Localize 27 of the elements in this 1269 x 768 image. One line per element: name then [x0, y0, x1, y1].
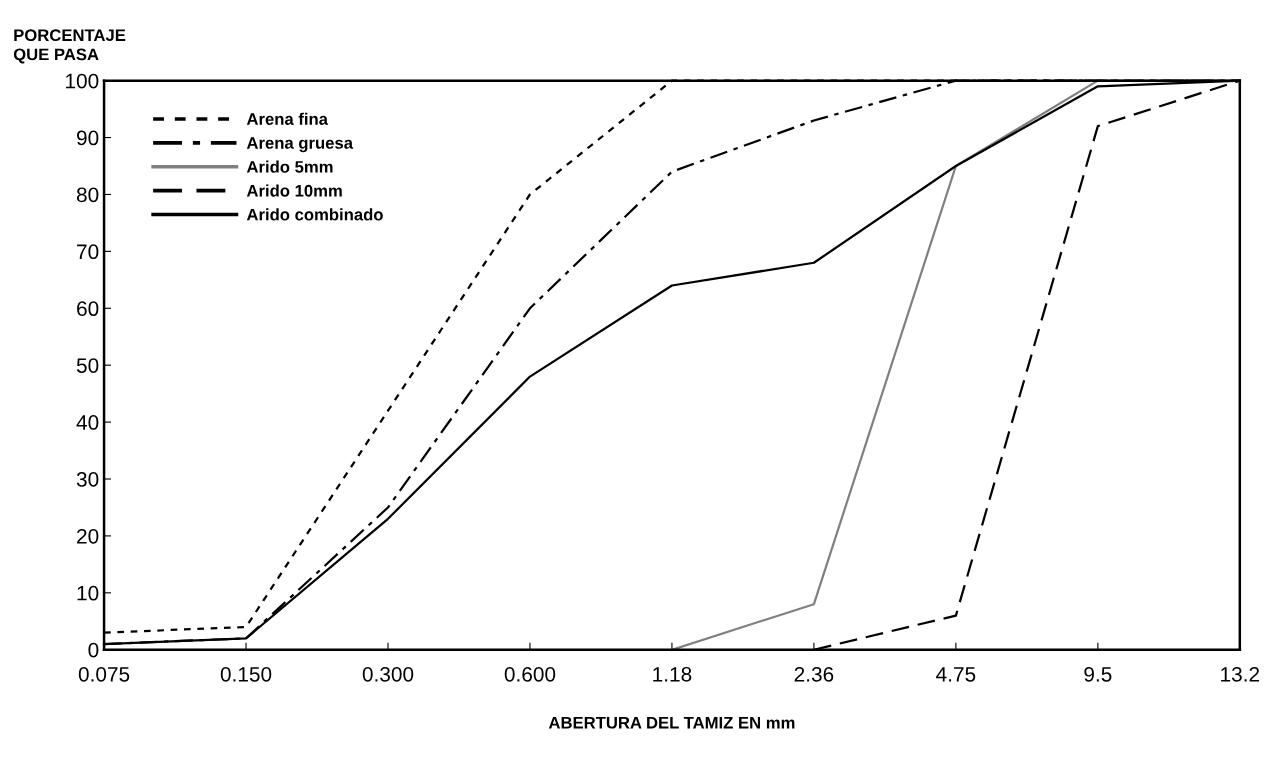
y-axis-title: PORCENTAJE QUE PASA	[13, 29, 126, 64]
y-tick-label: 70	[77, 244, 99, 260]
y-tick-label: 20	[77, 528, 99, 544]
legend-label: Arido 5mm	[246, 160, 333, 173]
y-tick-label: 40	[76, 415, 99, 430]
x-axis-title: ABERTURA DEL TAMIZ EN mm	[548, 716, 795, 729]
x-tick-label: 0.075	[78, 666, 130, 682]
x-tick-label: 2.36	[794, 666, 834, 682]
y-tick-label: 10	[77, 585, 99, 601]
y-tick-label: 0	[88, 642, 99, 658]
y-tick-label: 60	[77, 301, 99, 317]
x-tick-label: 13.2	[1221, 666, 1260, 682]
y-tick-label: 50	[76, 358, 99, 373]
x-tick-label: 1.18	[653, 666, 692, 682]
x-tick-label: 0.150	[220, 666, 272, 682]
x-tick-label: 0.600	[504, 666, 556, 682]
legend-label: Arena gruesa	[246, 137, 354, 153]
y-tick-label: 100	[66, 73, 99, 89]
y-tick-label: 80	[76, 187, 99, 203]
x-tick-label: 0.300	[362, 666, 414, 682]
y-tick-label: 90	[77, 130, 99, 146]
legend-label: Arido combinado	[246, 208, 383, 221]
y-tick-label: 30	[76, 472, 99, 487]
legend-label: Arena fina	[246, 112, 329, 125]
x-tick-label: 4.75	[936, 667, 976, 682]
legend-label: Arido 10mm	[246, 184, 342, 197]
x-tick-label: 9.5	[1084, 666, 1112, 682]
